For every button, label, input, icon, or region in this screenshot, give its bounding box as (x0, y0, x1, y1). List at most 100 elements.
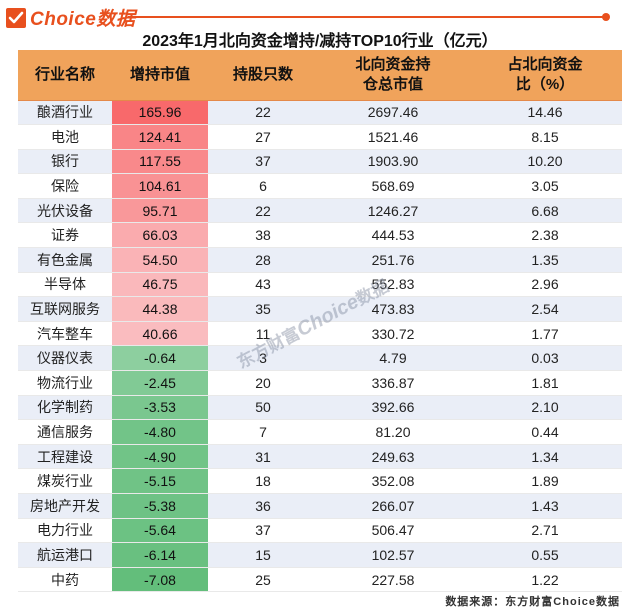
table-cell: 2.38 (468, 222, 622, 249)
table-cell: 43 (208, 272, 318, 298)
industry-name-cell: 光伏设备 (18, 198, 112, 224)
table-row: 房地产开发 -5.38 36 266.07 1.43 (18, 493, 622, 519)
table-cell: -2.45 (112, 370, 208, 396)
table-cell: 165.96 (112, 100, 208, 126)
table-row: 中药 -7.08 25 227.58 1.22 (18, 567, 622, 593)
table-cell: 506.47 (318, 518, 468, 544)
table-cell: 3 (208, 345, 318, 372)
industry-name-cell: 保险 (18, 173, 112, 199)
industry-name-cell: 航运港口 (18, 542, 112, 568)
table-cell: 28 (208, 247, 318, 273)
table-cell: 227.58 (318, 567, 468, 593)
table-title: 2023年1月北向资金增持/减持TOP10行业（亿元） (142, 33, 498, 50)
industry-name-cell: 互联网服务 (18, 296, 112, 322)
industry-name-cell: 证券 (18, 222, 112, 249)
industry-name-cell: 汽车整车 (18, 321, 112, 347)
table-cell: 444.53 (318, 222, 468, 249)
table-cell: 1.22 (468, 567, 622, 593)
table-cell: 54.50 (112, 247, 208, 273)
industry-name-cell: 电力行业 (18, 518, 112, 544)
industry-name-cell: 中药 (18, 567, 112, 593)
table-cell: 1521.46 (318, 124, 468, 150)
table-cell: 552.83 (318, 272, 468, 298)
table-cell: 40.66 (112, 321, 208, 347)
check-icon (6, 7, 26, 28)
industry-table: 行业名称 增持市值 持股只数 北向资金持 仓总市值 占北向资金 比（%） 酿酒行业 165.9… (18, 50, 622, 593)
industry-name-cell: 房地产开发 (18, 493, 112, 519)
table-cell: 102.57 (318, 542, 468, 568)
table-cell: 473.83 (318, 296, 468, 322)
brand-bar: Choice数据 (0, 0, 640, 30)
table-cell: 4.79 (318, 345, 468, 372)
table-row: 工程建设 -4.90 31 249.63 1.34 (18, 444, 622, 470)
table-row: 汽车整车 40.66 11 330.72 1.77 (18, 321, 622, 347)
table-cell: 0.44 (468, 419, 622, 445)
table-cell: 392.66 (318, 395, 468, 421)
industry-name-cell: 煤炭行业 (18, 468, 112, 494)
table-cell: 1903.90 (318, 149, 468, 175)
table-cell: 1.35 (468, 247, 622, 273)
table-row: 半导体 46.75 43 552.83 2.96 (18, 272, 622, 298)
table-cell: 50 (208, 395, 318, 421)
industry-name-cell: 有色金属 (18, 247, 112, 273)
table-cell: 124.41 (112, 124, 208, 150)
table-cell: 22 (208, 100, 318, 126)
table-cell: 330.72 (318, 321, 468, 347)
source-note: 数据来源：东方财富Choice数据 (445, 596, 620, 608)
table-cell: 2697.46 (318, 100, 468, 126)
table-cell: 2.96 (468, 272, 622, 298)
table-row: 煤炭行业 -5.15 18 352.08 1.89 (18, 468, 622, 494)
industry-name-cell: 电池 (18, 124, 112, 150)
table-cell: 117.55 (112, 149, 208, 175)
table-cell: 0.03 (468, 345, 622, 372)
table-cell: -5.15 (112, 468, 208, 494)
table-cell: 37 (208, 518, 318, 544)
table-cell: 66.03 (112, 222, 208, 249)
table-cell: 249.63 (318, 444, 468, 470)
table-cell: 0.55 (468, 542, 622, 568)
table-row: 化学制药 -3.53 50 392.66 2.10 (18, 395, 622, 421)
table-body: 酿酒行业 165.96 22 2697.46 14.46 电池 124.41 27 1521.4… (18, 100, 622, 593)
logo-text: Choice数据 (30, 9, 136, 30)
table-row: 酿酒行业 165.96 22 2697.46 14.46 (18, 100, 622, 126)
table-cell: 1.89 (468, 468, 622, 494)
table-cell: -5.64 (112, 518, 208, 544)
table-cell: 251.76 (318, 247, 468, 273)
industry-name-cell: 银行 (18, 149, 112, 175)
table-cell: 31 (208, 444, 318, 470)
table-cell: 266.07 (318, 493, 468, 519)
industry-name-cell: 半导体 (18, 272, 112, 298)
table-row: 物流行业 -2.45 20 336.87 1.81 (18, 370, 622, 396)
table-cell: -4.80 (112, 419, 208, 445)
table-cell: 20 (208, 370, 318, 396)
table-cell: 6.68 (468, 198, 622, 224)
table-cell: 352.08 (318, 468, 468, 494)
table-cell: 6 (208, 173, 318, 199)
table-cell: 15 (208, 542, 318, 568)
table-row: 航运港口 -6.14 15 102.57 0.55 (18, 542, 622, 568)
table-cell: 81.20 (318, 419, 468, 445)
brand-dot (602, 13, 610, 21)
table-row: 光伏设备 95.71 22 1246.27 6.68 (18, 198, 622, 224)
table-cell: 22 (208, 198, 318, 224)
industry-name-cell: 通信服务 (18, 419, 112, 445)
table-cell: -7.08 (112, 567, 208, 593)
column-header-4: 占北向资金 比（%） (468, 50, 622, 101)
table-cell: 1.34 (468, 444, 622, 470)
table-row: 保险 104.61 6 568.69 3.05 (18, 173, 622, 199)
table-cell: 14.46 (468, 100, 622, 126)
table-cell: 2.54 (468, 296, 622, 322)
table-cell: 7 (208, 419, 318, 445)
table-cell: 11 (208, 321, 318, 347)
table-row: 通信服务 -4.80 7 81.20 0.44 (18, 419, 622, 445)
table-cell: -4.90 (112, 444, 208, 470)
table-cell: 35 (208, 296, 318, 322)
table-cell: 104.61 (112, 173, 208, 199)
column-header-1: 增持市值 (112, 50, 208, 101)
table-cell: 1246.27 (318, 198, 468, 224)
table-cell: 1.81 (468, 370, 622, 396)
table-row: 证券 66.03 38 444.53 2.38 (18, 222, 622, 249)
table-row: 电池 124.41 27 1521.46 8.15 (18, 124, 622, 150)
table-cell: 568.69 (318, 173, 468, 199)
table-row: 电力行业 -5.64 37 506.47 2.71 (18, 518, 622, 544)
